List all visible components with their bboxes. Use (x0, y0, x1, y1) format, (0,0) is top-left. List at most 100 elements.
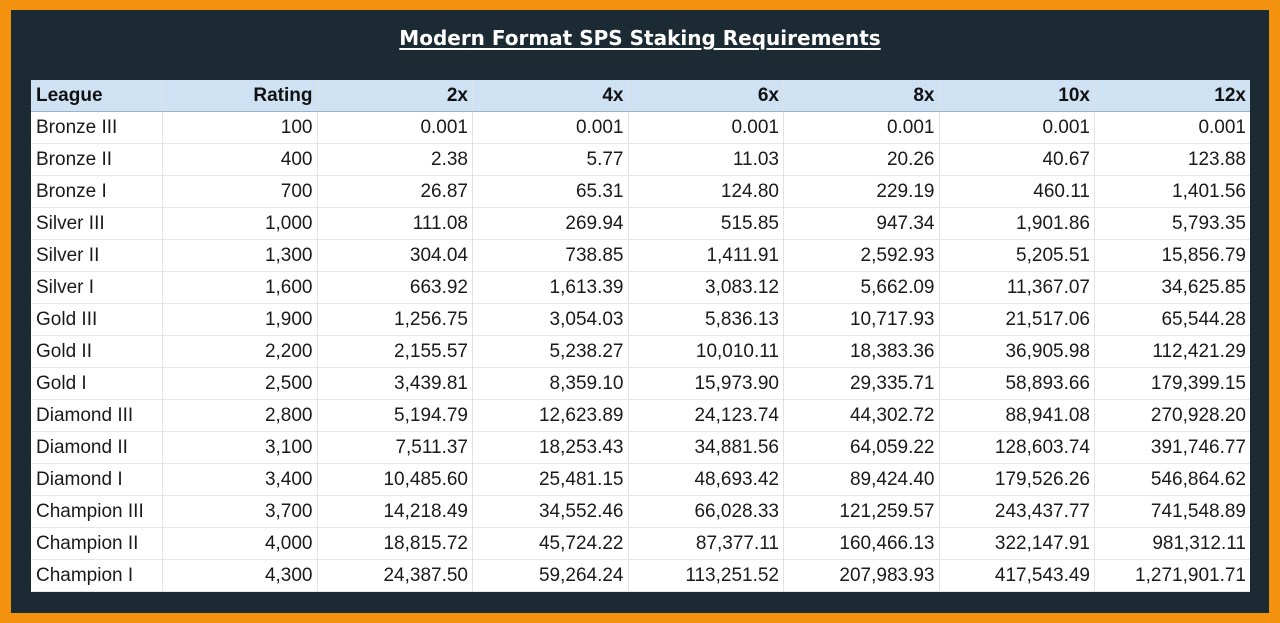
infographic-panel: Modern Format SPS Staking Requirements L… (11, 10, 1269, 613)
table-row: Diamond I 3,400 10,485.60 25,481.15 48,693.4… (31, 463, 1250, 496)
cell-12x: 981,312.11 (1094, 527, 1250, 560)
cell-2x: 7,511.37 (317, 431, 473, 464)
table-row: Champion II 4,000 18,815.72 45,724.22 87,377… (31, 527, 1250, 560)
cell-4x: 5,238.27 (472, 335, 629, 368)
cell-8x: 229.19 (783, 175, 940, 208)
cell-8x: 20.26 (783, 143, 940, 176)
cell-12x: 0.001 (1094, 111, 1250, 144)
cell-league: Bronze I (31, 175, 163, 208)
cell-league: Champion II (31, 527, 163, 560)
cell-2x: 24,387.50 (317, 559, 473, 592)
table-row: Diamond III 2,800 5,194.79 12,623.89 24,123.… (31, 399, 1250, 432)
cell-4x: 0.001 (472, 111, 629, 144)
cell-12x: 1,401.56 (1094, 175, 1250, 208)
cell-2x: 18,815.72 (317, 527, 473, 560)
column-header-8x: 8x (783, 80, 940, 112)
cell-4x: 59,264.24 (472, 559, 629, 592)
cell-rating: 2,500 (162, 367, 318, 400)
table-row: Champion III 3,700 14,218.49 34,552.46 66,02… (31, 495, 1250, 528)
cell-4x: 738.85 (472, 239, 629, 272)
cell-4x: 25,481.15 (472, 463, 629, 496)
cell-10x: 21,517.06 (939, 303, 1095, 336)
cell-2x: 2.38 (317, 143, 473, 176)
table-row: Bronze II 400 2.38 5.77 11.03 20.26 40.67 123.8… (31, 143, 1250, 176)
cell-rating: 2,800 (162, 399, 318, 432)
cell-12x: 112,421.29 (1094, 335, 1250, 368)
cell-4x: 12,623.89 (472, 399, 629, 432)
staking-requirements-table: League Rating 2x 4x 6x 8x 10x 12x Bronze… (31, 80, 1250, 592)
cell-rating: 1,000 (162, 207, 318, 240)
cell-10x: 5,205.51 (939, 239, 1095, 272)
table-row: Silver III 1,000 111.08 269.94 515.85 947.34 1… (31, 207, 1250, 240)
cell-rating: 3,100 (162, 431, 318, 464)
cell-6x: 11.03 (628, 143, 784, 176)
column-header-league: League (31, 80, 163, 112)
cell-10x: 11,367.07 (939, 271, 1095, 304)
column-header-10x: 10x (939, 80, 1095, 112)
cell-10x: 417,543.49 (939, 559, 1095, 592)
cell-12x: 65,544.28 (1094, 303, 1250, 336)
cell-league: Gold III (31, 303, 163, 336)
table-row: Bronze I 700 26.87 65.31 124.80 229.19 460.11 1… (31, 175, 1250, 208)
cell-2x: 304.04 (317, 239, 473, 272)
cell-rating: 4,300 (162, 559, 318, 592)
cell-6x: 124.80 (628, 175, 784, 208)
cell-rating: 1,900 (162, 303, 318, 336)
cell-rating: 100 (162, 111, 318, 144)
cell-8x: 89,424.40 (783, 463, 940, 496)
cell-8x: 18,383.36 (783, 335, 940, 368)
cell-12x: 15,856.79 (1094, 239, 1250, 272)
cell-2x: 14,218.49 (317, 495, 473, 528)
cell-10x: 179,526.26 (939, 463, 1095, 496)
cell-8x: 121,259.57 (783, 495, 940, 528)
cell-10x: 322,147.91 (939, 527, 1095, 560)
cell-4x: 1,613.39 (472, 271, 629, 304)
cell-6x: 515.85 (628, 207, 784, 240)
cell-league: Gold II (31, 335, 163, 368)
cell-8x: 207,983.93 (783, 559, 940, 592)
table-row: Silver II 1,300 304.04 738.85 1,411.91 2,592.… (31, 239, 1250, 272)
cell-rating: 3,400 (162, 463, 318, 496)
cell-2x: 3,439.81 (317, 367, 473, 400)
table-row: Silver I 1,600 663.92 1,613.39 3,083.12 5,662… (31, 271, 1250, 304)
cell-8x: 947.34 (783, 207, 940, 240)
cell-2x: 111.08 (317, 207, 473, 240)
cell-10x: 40.67 (939, 143, 1095, 176)
cell-4x: 65.31 (472, 175, 629, 208)
cell-4x: 5.77 (472, 143, 629, 176)
cell-10x: 88,941.08 (939, 399, 1095, 432)
cell-rating: 400 (162, 143, 318, 176)
cell-2x: 0.001 (317, 111, 473, 144)
cell-rating: 2,200 (162, 335, 318, 368)
cell-6x: 5,836.13 (628, 303, 784, 336)
cell-6x: 113,251.52 (628, 559, 784, 592)
cell-league: Bronze III (31, 111, 163, 144)
cell-12x: 741,548.89 (1094, 495, 1250, 528)
table-row: Bronze III 100 0.001 0.001 0.001 0.001 0.001 0.… (31, 111, 1250, 144)
cell-8x: 160,466.13 (783, 527, 940, 560)
cell-rating: 700 (162, 175, 318, 208)
cell-league: Silver II (31, 239, 163, 272)
cell-10x: 460.11 (939, 175, 1095, 208)
cell-4x: 45,724.22 (472, 527, 629, 560)
table-row: Gold II 2,200 2,155.57 5,238.27 10,010.11 18,… (31, 335, 1250, 368)
cell-league: Diamond III (31, 399, 163, 432)
column-header-2x: 2x (317, 80, 473, 112)
cell-rating: 1,300 (162, 239, 318, 272)
cell-2x: 5,194.79 (317, 399, 473, 432)
cell-league: Silver III (31, 207, 163, 240)
cell-6x: 24,123.74 (628, 399, 784, 432)
cell-8x: 2,592.93 (783, 239, 940, 272)
cell-6x: 15,973.90 (628, 367, 784, 400)
cell-6x: 66,028.33 (628, 495, 784, 528)
cell-4x: 8,359.10 (472, 367, 629, 400)
cell-6x: 0.001 (628, 111, 784, 144)
cell-league: Champion III (31, 495, 163, 528)
cell-rating: 3,700 (162, 495, 318, 528)
table-row: Champion I 4,300 24,387.50 59,264.24 113,251… (31, 559, 1250, 592)
cell-rating: 1,600 (162, 271, 318, 304)
cell-6x: 3,083.12 (628, 271, 784, 304)
cell-league: Diamond II (31, 431, 163, 464)
table-body: Bronze III 100 0.001 0.001 0.001 0.001 0.001 0.… (31, 111, 1250, 592)
cell-4x: 18,253.43 (472, 431, 629, 464)
